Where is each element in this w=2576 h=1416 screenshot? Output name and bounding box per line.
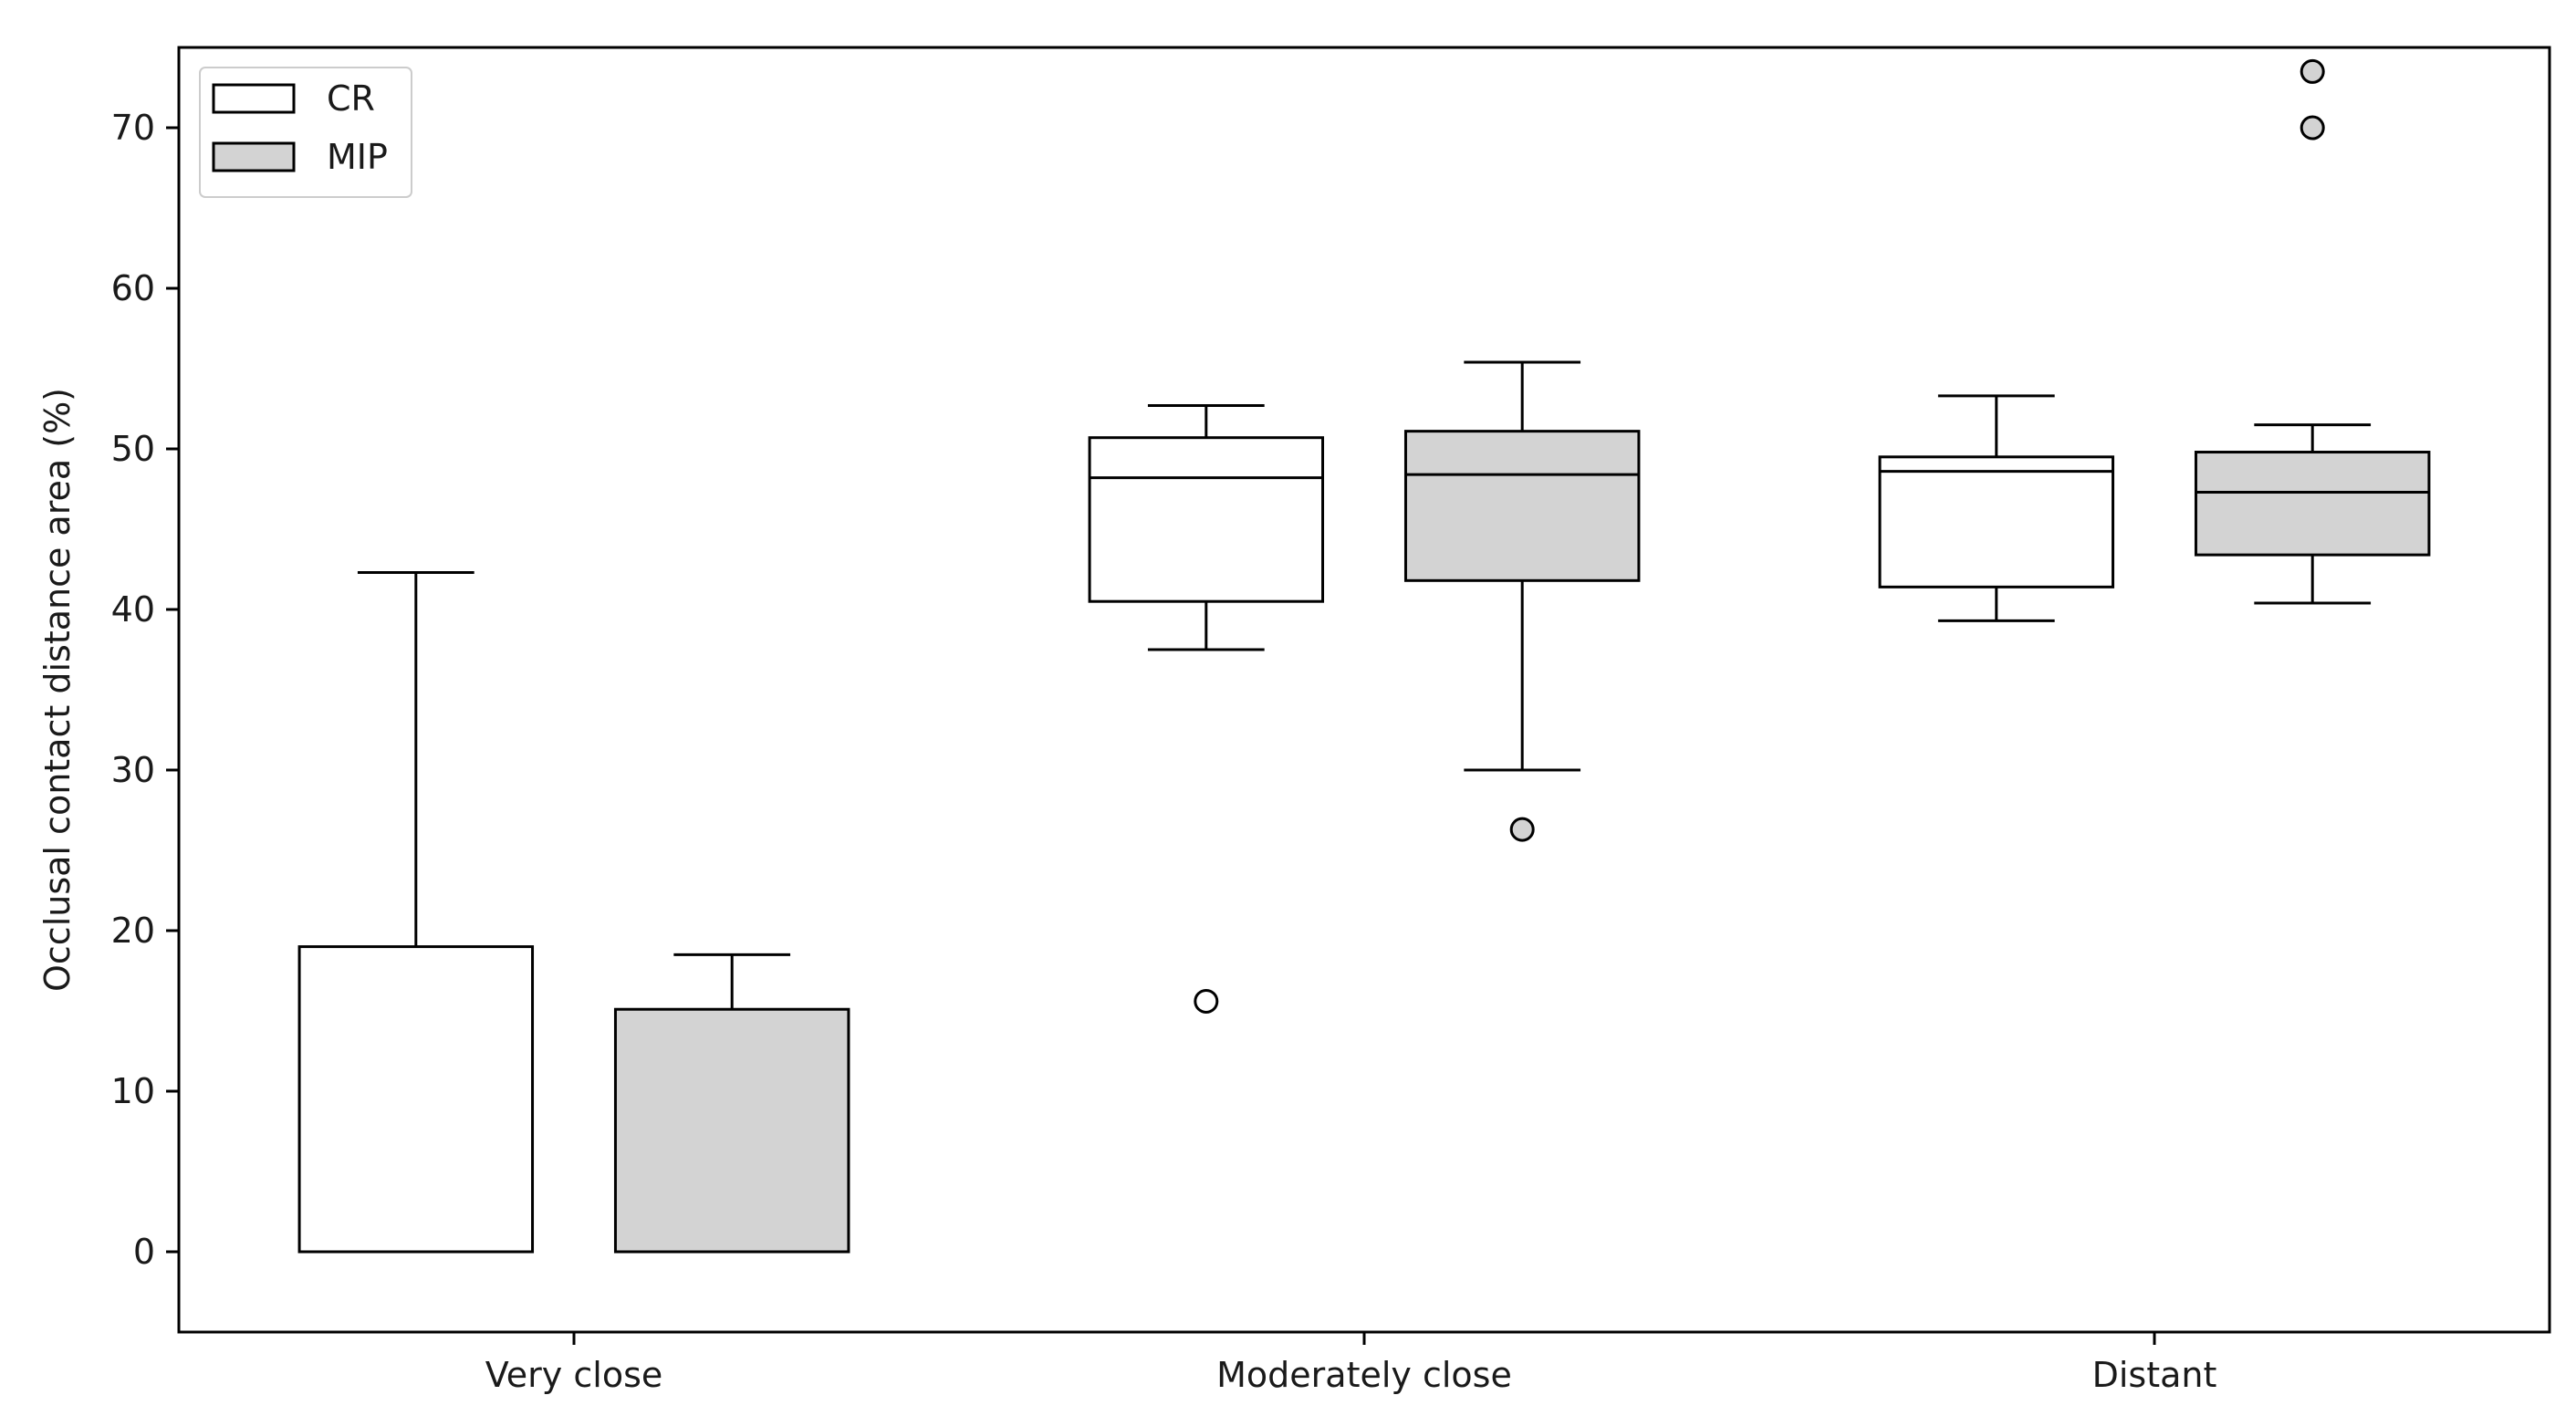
plot-area: [177, 46, 2551, 1334]
legend: CR MIP: [199, 67, 412, 198]
box-mip-0: [613, 953, 850, 1254]
legend-swatch-cr: [212, 83, 296, 114]
y-tick-label: 40: [111, 589, 155, 630]
y-tick-label: 70: [111, 108, 155, 148]
box-cr-1: [1088, 403, 1325, 1014]
box-iqr: [1878, 455, 2115, 588]
box-iqr: [297, 945, 535, 1254]
y-tick-label: 60: [111, 268, 155, 308]
outlier-point: [1194, 988, 1219, 1014]
box-cr-2: [1878, 394, 2115, 622]
y-axis-ticks: 0 10 20 30 40 50 60 70: [111, 108, 179, 1272]
outlier-point: [1509, 817, 1535, 842]
box-series: [297, 58, 2431, 1254]
box-iqr: [1403, 430, 1641, 582]
box-mip-1: [1403, 360, 1641, 842]
box-iqr: [613, 1007, 850, 1254]
y-axis-label: Occlusal contact distance area (%): [37, 388, 78, 992]
x-tick-label: Moderately close: [1216, 1355, 1512, 1395]
x-tick-label: Distant: [2092, 1355, 2217, 1395]
outlier-point: [2300, 115, 2325, 141]
box-mip-2: [2194, 58, 2431, 605]
x-axis-ticks: Very close Moderately close Distant: [485, 1332, 2217, 1395]
box-iqr: [2194, 451, 2431, 557]
box-iqr: [1088, 436, 1325, 603]
y-tick-label: 50: [111, 429, 155, 469]
outlier-point: [2300, 58, 2325, 84]
y-tick-label: 20: [111, 911, 155, 951]
y-tick-label: 30: [111, 750, 155, 790]
x-tick-label: Very close: [485, 1355, 663, 1395]
y-tick-label: 10: [111, 1071, 155, 1111]
y-tick-label: 0: [133, 1232, 155, 1272]
box-cr-0: [297, 571, 535, 1254]
legend-swatch-mip: [212, 141, 296, 172]
legend-label-cr: CR: [327, 78, 375, 119]
legend-label-mip: MIP: [327, 137, 388, 177]
